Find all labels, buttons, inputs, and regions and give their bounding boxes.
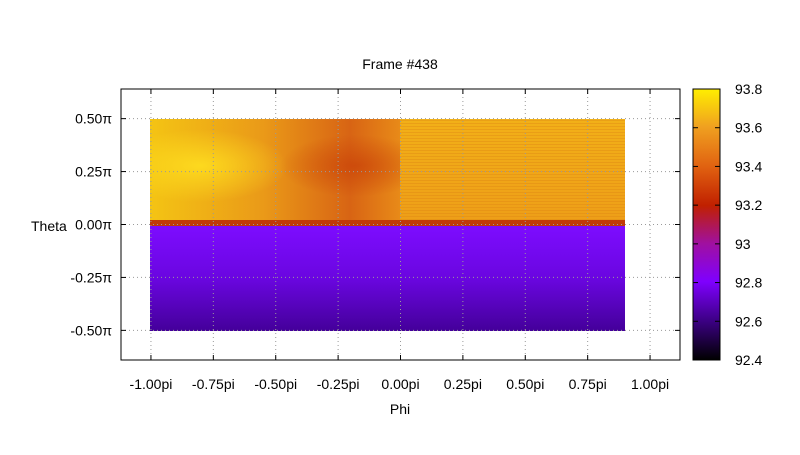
x-tick-label: 0.50pi [506, 376, 544, 392]
colorbar-tick-label: 92.4 [735, 352, 762, 368]
x-tick-label: 0.75pi [569, 376, 607, 392]
y-axis-ticks: 0.50π 0.25π 0.00π -0.25π -0.50π [70, 111, 680, 338]
x-tick-label: -0.25pi [317, 376, 360, 392]
heatmap-region-upper-left-dip [150, 119, 400, 223]
heatmap-cells [150, 119, 625, 331]
heatmap-boundary-band [150, 220, 625, 226]
x-tick-label: -0.75pi [192, 376, 235, 392]
colorbar-tick-label: 92.6 [735, 313, 762, 329]
x-axis-ticks: -1.00pi -0.75pi -0.50pi -0.25pi 0.00pi 0.25pi… [130, 89, 669, 392]
x-axis-label: Phi [390, 401, 410, 417]
colorbar-tick-label: 93.2 [735, 197, 762, 213]
x-tick-label: -1.00pi [130, 376, 173, 392]
y-tick-label: 0.25π [75, 164, 112, 180]
heatmap-region-upper-right-texture [400, 119, 625, 223]
heatmap-region-lower [150, 226, 625, 331]
y-tick-label: 0.00π [75, 217, 112, 233]
colorbar-tick-label: 93.6 [735, 120, 762, 136]
x-tick-label: 0.25pi [444, 376, 482, 392]
y-tick-label: -0.25π [70, 269, 112, 285]
colorbar [692, 88, 721, 361]
colorbar-tick-label: 93.4 [735, 158, 762, 174]
y-tick-label: 0.50π [75, 111, 112, 127]
y-tick-label: -0.50π [70, 322, 112, 338]
y-axis-label: Theta [31, 218, 67, 234]
chart-title: Frame #438 [362, 56, 438, 72]
x-tick-label: -0.50pi [254, 376, 297, 392]
x-tick-label: 1.00pi [631, 376, 669, 392]
x-tick-label: 0.00pi [381, 376, 419, 392]
colorbar-tick-label: 93 [735, 236, 751, 252]
colorbar-tick-label: 92.8 [735, 275, 762, 291]
colorbar-ticks: 93.8 93.6 93.4 93.2 93 92.8 92.6 92.4 [693, 81, 762, 368]
colorbar-tick-label: 93.8 [735, 81, 762, 97]
